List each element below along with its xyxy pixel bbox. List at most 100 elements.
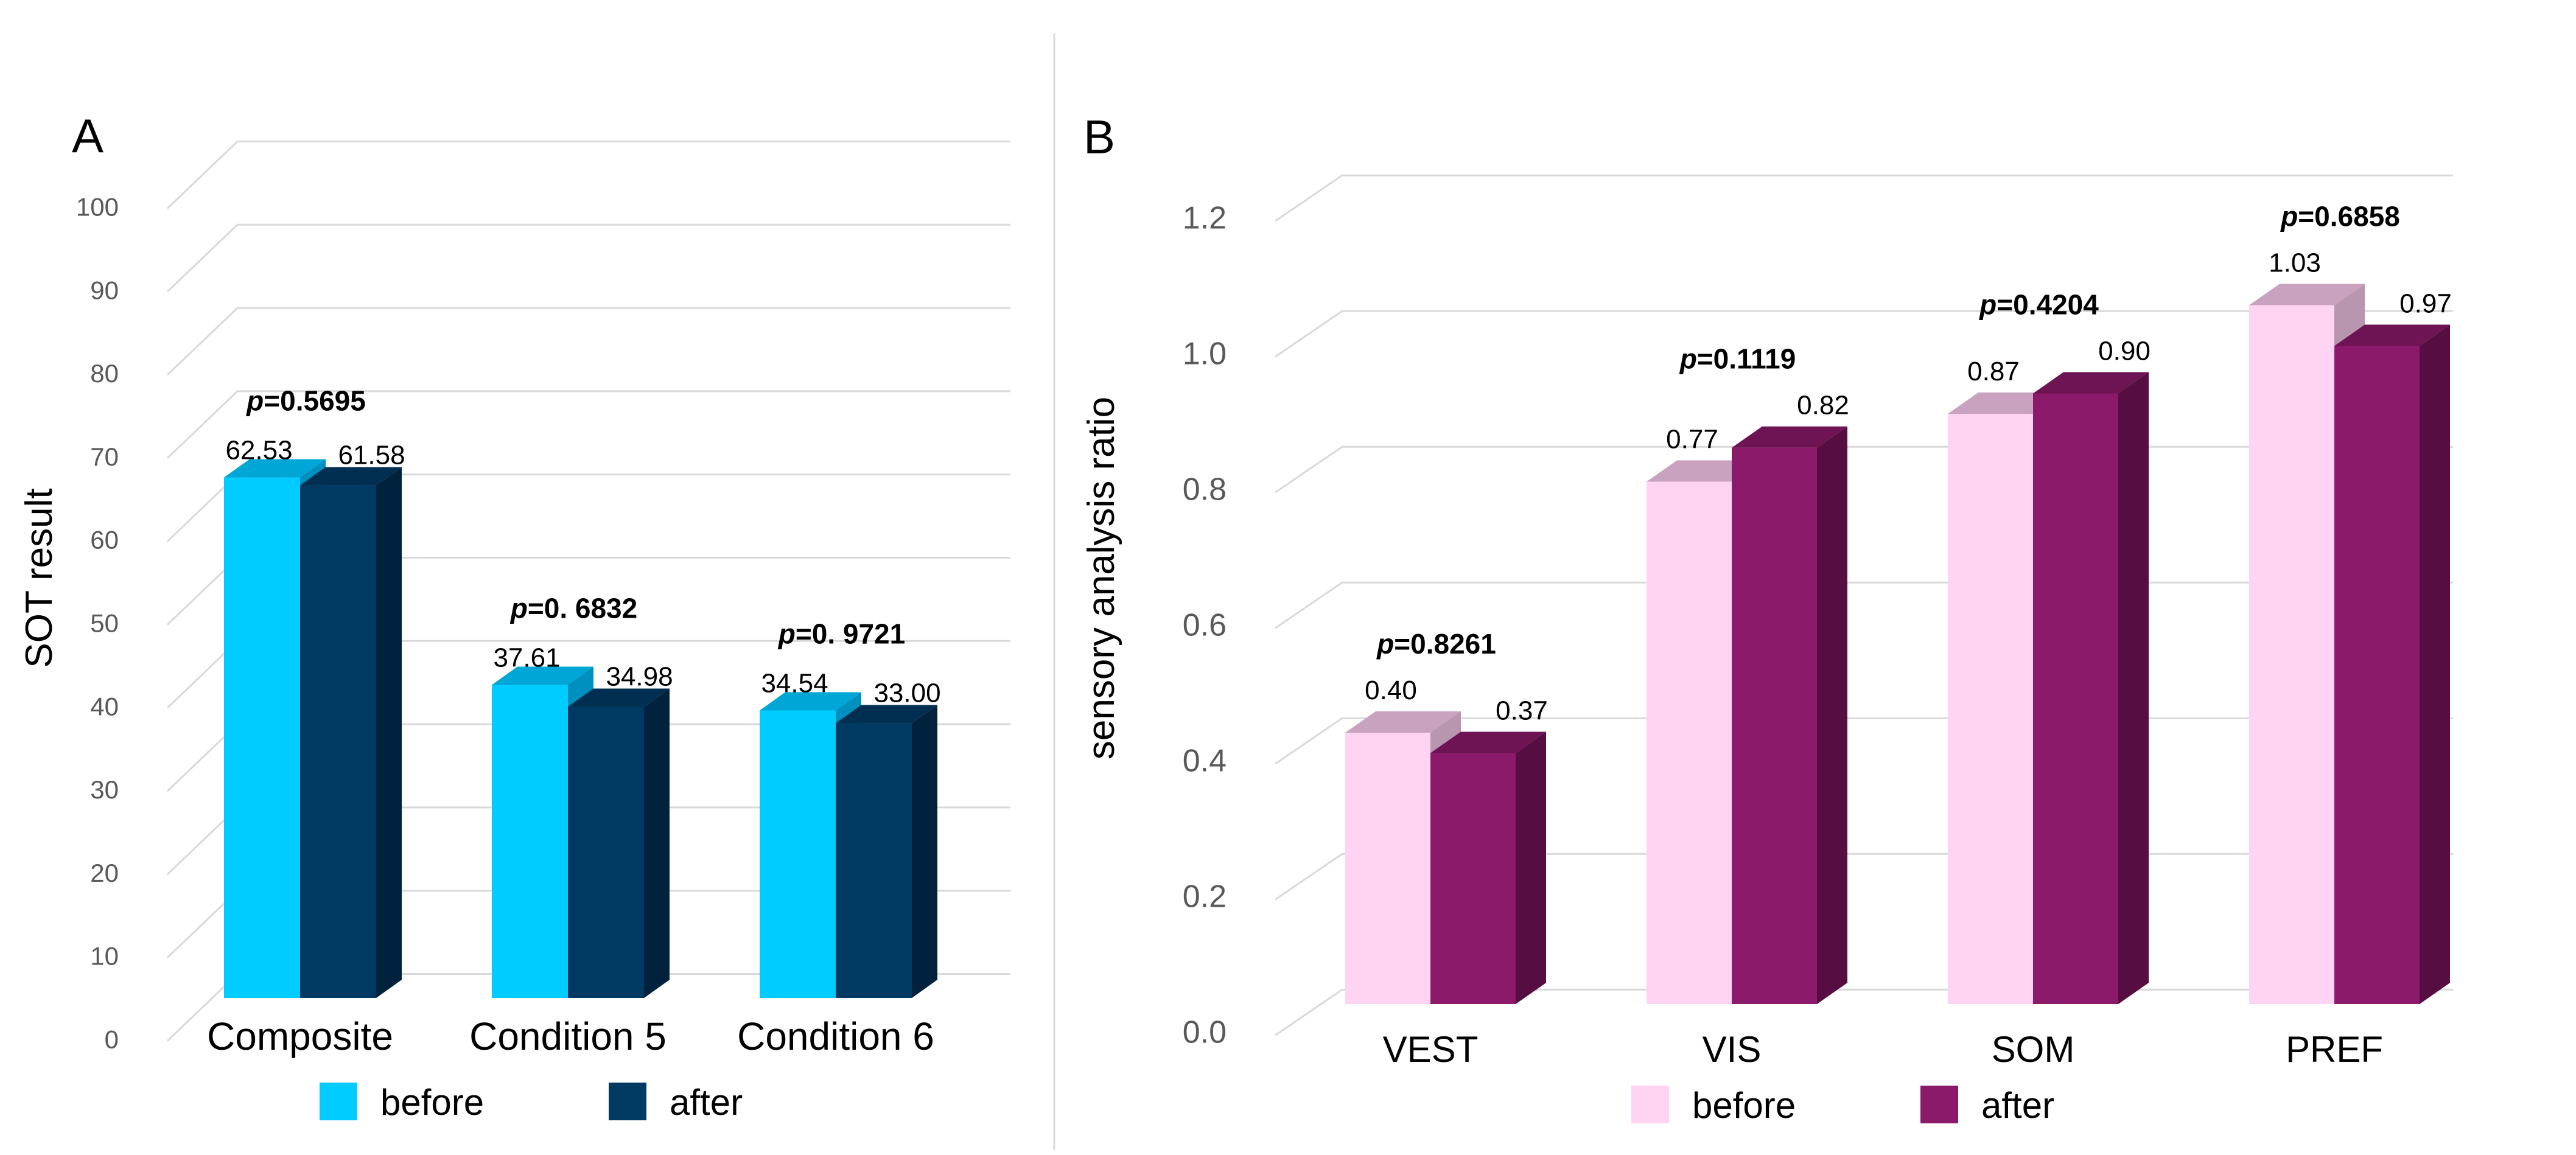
y-tick-label: 90 xyxy=(90,276,119,304)
panel-a: A SOT result 0 10 20 30 40 50 60 70 80 90 100 62.53 61… xyxy=(18,109,1010,1123)
bar-top-after xyxy=(1430,731,1546,753)
y-tick-label: 20 xyxy=(90,859,119,887)
bar-top-before xyxy=(760,692,861,711)
bar-after xyxy=(836,723,912,998)
y-tick-label: 1.2 xyxy=(1183,200,1227,236)
gridline xyxy=(166,390,1010,459)
y-tick-label: 1.0 xyxy=(1183,336,1227,371)
panel-label: A xyxy=(72,109,103,162)
x-category-label: VIS xyxy=(1703,1029,1762,1070)
legend-label-before: before xyxy=(1692,1085,1796,1126)
p-value-label: p=0.4204 xyxy=(1978,289,2099,321)
legend-swatch-after xyxy=(1920,1086,1958,1123)
y-tick-label: 0.6 xyxy=(1183,607,1227,643)
bar-top-after xyxy=(568,688,670,707)
data-label-before: 37.61 xyxy=(493,643,560,672)
bar-before xyxy=(224,477,300,998)
bar-top-after xyxy=(300,467,402,486)
bar-after xyxy=(1732,447,1817,1004)
bar-after xyxy=(2033,393,2118,1004)
bar-top-after xyxy=(1732,426,1847,448)
bar-after xyxy=(300,485,376,998)
p-symbol: p xyxy=(1376,628,1394,660)
bar-before xyxy=(760,710,836,998)
p-value: 0.8261 xyxy=(1410,628,1496,660)
y-axis-title: sensory analysis ratio xyxy=(1080,397,1122,759)
gridline xyxy=(166,141,1010,209)
bar-side-after xyxy=(2118,372,2149,1004)
y-tick-label: 40 xyxy=(90,692,119,721)
x-category-label: SOM xyxy=(1992,1029,2075,1070)
data-label-before: 0.40 xyxy=(1365,675,1417,705)
y-axis-title: SOT result xyxy=(18,488,60,668)
bar-before xyxy=(1647,481,1732,1004)
p-value: 0.5695 xyxy=(280,385,366,417)
p-symbol: p xyxy=(245,385,264,417)
p-symbol: p xyxy=(777,618,796,649)
p-value-label: p=0.6858 xyxy=(2280,201,2400,232)
p-value-label: p=0.8261 xyxy=(1376,628,1496,660)
legend-label-before: before xyxy=(380,1082,484,1123)
bar-before xyxy=(1345,733,1430,1004)
bar-top-before xyxy=(224,459,326,478)
p-symbol: p xyxy=(1978,289,1997,321)
p-equals: = xyxy=(796,618,812,649)
p-value-label: p=0.1119 xyxy=(1679,343,1796,375)
p-value-label: p=0.5695 xyxy=(245,385,366,417)
gridline xyxy=(1275,310,2453,358)
p-equals: = xyxy=(1394,628,1410,660)
y-tick-label: 70 xyxy=(90,442,119,471)
p-symbol: p xyxy=(509,592,528,624)
bar-top-after xyxy=(2033,372,2149,394)
data-label-after: 61.58 xyxy=(338,441,405,470)
legend-label-after: after xyxy=(1981,1085,2054,1126)
bar-top-before xyxy=(492,666,593,685)
x-category-label: PREF xyxy=(2286,1029,2383,1070)
y-tick-label: 60 xyxy=(90,526,119,554)
p-equals: = xyxy=(1997,289,2013,321)
bar-side-after xyxy=(912,705,937,998)
x-category-label: Composite xyxy=(207,1014,393,1058)
x-category-label: VEST xyxy=(1383,1029,1479,1070)
legend-swatch-after xyxy=(609,1083,646,1120)
y-tick-label: 0.2 xyxy=(1183,879,1227,914)
bar-side-after xyxy=(1817,426,1847,1004)
data-label-after: 0.97 xyxy=(2399,288,2452,318)
legend-label-after: after xyxy=(670,1082,743,1123)
p-value: 0.1119 xyxy=(1713,343,1796,375)
data-label-before: 0.77 xyxy=(1666,424,1718,454)
bar-side-after xyxy=(1516,731,1546,1004)
legend-swatch-before xyxy=(1631,1086,1669,1123)
data-label-before: 1.03 xyxy=(2269,248,2321,278)
data-label-after: 0.90 xyxy=(2098,337,2151,366)
y-tick-label: 0.0 xyxy=(1183,1014,1227,1050)
bar-top-before xyxy=(1345,711,1461,733)
p-value-label: p=0. 6832 xyxy=(509,592,637,624)
bar-side-after xyxy=(2420,324,2450,1005)
x-category-label: Condition 5 xyxy=(469,1014,667,1058)
p-value: 0.4204 xyxy=(2013,289,2099,321)
p-equals: = xyxy=(264,385,280,417)
p-value: 0. 6832 xyxy=(544,592,637,624)
p-value-label: p=0. 9721 xyxy=(777,618,905,649)
p-equals: = xyxy=(1697,343,1713,375)
p-symbol: p xyxy=(1679,343,1697,375)
y-tick-label: 10 xyxy=(90,942,119,971)
y-tick-label: 30 xyxy=(90,775,119,804)
y-tick-label: 80 xyxy=(90,359,119,388)
data-label-before: 62.53 xyxy=(225,436,292,466)
legend-swatch-before xyxy=(320,1083,357,1120)
y-tick-label: 0.8 xyxy=(1183,472,1227,507)
p-equals: = xyxy=(2298,201,2314,232)
data-label-after: 33.00 xyxy=(873,679,940,708)
y-tick-label: 0.4 xyxy=(1183,743,1227,778)
bar-top-after xyxy=(2334,324,2450,346)
gridline xyxy=(1275,174,2453,222)
p-value: 0. 9721 xyxy=(812,618,905,649)
x-category-label: Condition 6 xyxy=(737,1014,934,1058)
y-tick-label: 100 xyxy=(76,193,119,222)
bar-top-before xyxy=(2249,284,2365,305)
